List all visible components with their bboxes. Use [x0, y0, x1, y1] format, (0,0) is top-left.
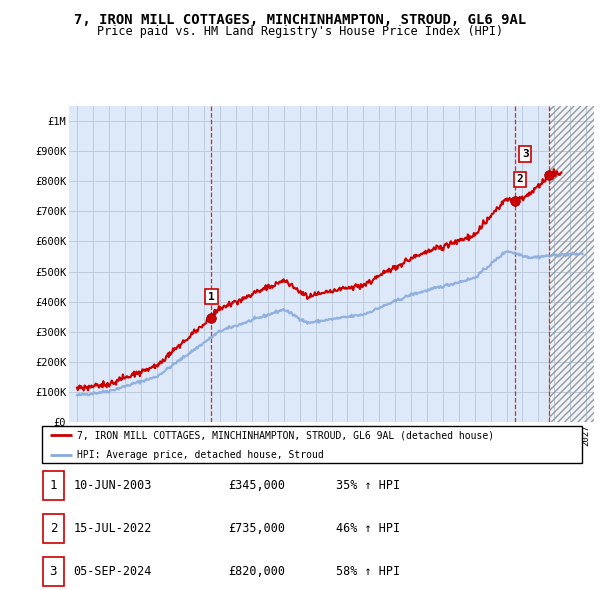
Text: 7, IRON MILL COTTAGES, MINCHINHAMPTON, STROUD, GL6 9AL (detached house): 7, IRON MILL COTTAGES, MINCHINHAMPTON, S…: [77, 430, 494, 440]
Text: 2: 2: [517, 175, 523, 184]
Text: 05-SEP-2024: 05-SEP-2024: [73, 565, 152, 578]
Text: £820,000: £820,000: [228, 565, 285, 578]
Text: 1: 1: [208, 291, 215, 301]
Text: HPI: Average price, detached house, Stroud: HPI: Average price, detached house, Stro…: [77, 450, 324, 460]
Text: 58% ↑ HPI: 58% ↑ HPI: [336, 565, 400, 578]
Text: 3: 3: [522, 149, 529, 159]
Text: 10-JUN-2003: 10-JUN-2003: [73, 478, 152, 492]
Text: 46% ↑ HPI: 46% ↑ HPI: [336, 522, 400, 535]
Text: 15-JUL-2022: 15-JUL-2022: [73, 522, 152, 535]
Text: £345,000: £345,000: [228, 478, 285, 492]
Text: 7, IRON MILL COTTAGES, MINCHINHAMPTON, STROUD, GL6 9AL: 7, IRON MILL COTTAGES, MINCHINHAMPTON, S…: [74, 13, 526, 27]
Bar: [549, 106, 594, 422]
Text: 35% ↑ HPI: 35% ↑ HPI: [336, 478, 400, 492]
Text: Price paid vs. HM Land Registry's House Price Index (HPI): Price paid vs. HM Land Registry's House …: [97, 25, 503, 38]
Text: £735,000: £735,000: [228, 522, 285, 535]
Text: 3: 3: [50, 565, 57, 578]
Text: 1: 1: [50, 478, 57, 492]
Text: 2: 2: [50, 522, 57, 535]
